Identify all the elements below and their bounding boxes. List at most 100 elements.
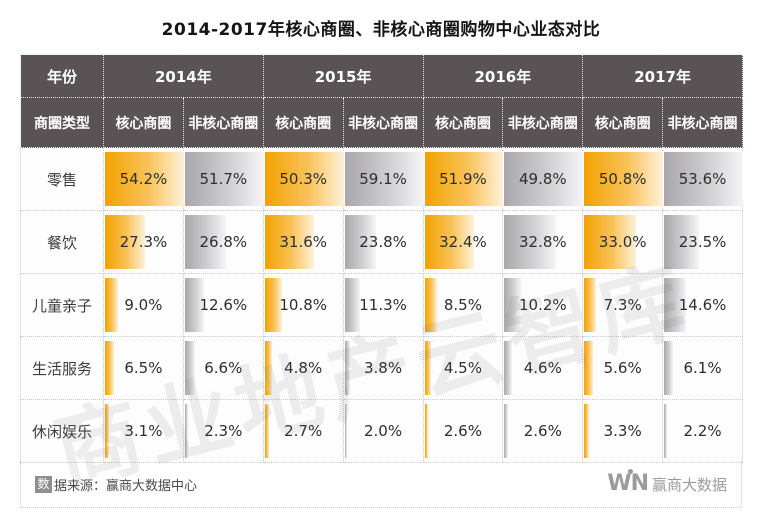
data-bar xyxy=(264,152,344,206)
data-bar xyxy=(504,215,557,269)
value-text: 27.3% xyxy=(119,232,168,251)
value-text: 26.8% xyxy=(199,232,248,251)
value-cell: 50.8% xyxy=(582,147,664,211)
data-bar xyxy=(264,404,269,458)
value-text: 4.8% xyxy=(284,358,323,377)
data-bar xyxy=(664,152,743,206)
value-cell: 51.7% xyxy=(182,147,264,211)
table-row-kids-family: 儿童亲子 9.0% 12.6% 10.8% 11.3% 8.5% 10.2% 7… xyxy=(20,273,743,337)
value-cell: 31.6% xyxy=(262,210,344,274)
year-header-2015: 2015年 xyxy=(262,54,424,98)
value-text: 32.8% xyxy=(518,232,567,251)
winshang-logo: WN 赢商大数据 xyxy=(607,469,727,496)
value-text: 2.6% xyxy=(523,421,562,440)
data-bar xyxy=(105,152,184,206)
data-bar xyxy=(184,278,205,332)
value-text: 6.5% xyxy=(124,358,163,377)
value-cell: 50.3% xyxy=(262,147,344,211)
table-row-leisure-entertainment: 休闲娱乐 3.1% 2.3% 2.7% 2.0% 2.6% 2.6% 3.3% … xyxy=(20,399,743,463)
value-text: 2.2% xyxy=(683,421,722,440)
value-cell: 49.8% xyxy=(502,147,584,211)
data-bar xyxy=(105,278,119,332)
value-cell: 26.8% xyxy=(182,210,264,274)
winshang-logo-text: 赢商大数据 xyxy=(651,475,727,494)
value-text: 2.0% xyxy=(364,421,403,440)
data-bar xyxy=(504,341,512,395)
data-source-icon: 数 xyxy=(35,475,52,493)
value-cell: 11.3% xyxy=(342,273,424,337)
data-bar xyxy=(264,215,315,269)
value-cell: 10.8% xyxy=(262,273,344,337)
value-text: 2.6% xyxy=(443,421,482,440)
data-bar xyxy=(664,404,668,458)
value-cell: 9.0% xyxy=(103,273,184,337)
subheader-noncore-2016: 非核心商圈 xyxy=(502,97,584,148)
subheader-noncore-2015: 非核心商圈 xyxy=(342,97,424,148)
value-text: 2.7% xyxy=(284,421,323,440)
value-text: 3.3% xyxy=(603,421,642,440)
value-cell: 2.2% xyxy=(662,399,743,463)
value-cell: 2.0% xyxy=(342,399,424,463)
data-bar xyxy=(424,404,429,458)
data-bar xyxy=(264,341,273,395)
data-bar xyxy=(584,152,664,206)
district-type-header-row: 商圈类型 核心商圈 非核心商圈 核心商圈 非核心商圈 核心商圈 非核心商圈 核心… xyxy=(20,97,743,148)
subheader-core-2017: 核心商圈 xyxy=(582,97,664,148)
value-text: 10.2% xyxy=(518,295,567,314)
value-cell: 4.8% xyxy=(262,336,344,400)
value-text: 53.6% xyxy=(678,169,727,188)
value-cell: 7.3% xyxy=(582,273,664,337)
value-cell: 2.6% xyxy=(502,399,584,463)
data-source: 数 据来源：赢商大数据中心 xyxy=(35,475,197,494)
value-text: 4.6% xyxy=(523,358,562,377)
subheader-core-2015: 核心商圈 xyxy=(262,97,344,148)
value-cell: 4.6% xyxy=(502,336,584,400)
value-text: 10.8% xyxy=(279,295,328,314)
value-cell: 27.3% xyxy=(103,210,184,274)
value-text: 51.7% xyxy=(199,169,248,188)
row-label: 儿童亲子 xyxy=(20,273,104,337)
value-text: 2.3% xyxy=(204,421,243,440)
value-cell: 4.5% xyxy=(422,336,504,400)
subheader-core-2014: 核心商圈 xyxy=(103,97,184,148)
data-bar xyxy=(344,278,360,332)
year-header-2016: 2016年 xyxy=(422,54,584,98)
subheader-core-2016: 核心商圈 xyxy=(422,97,504,148)
value-text: 59.1% xyxy=(359,169,407,188)
table-row-retail: 零售 54.2% 51.7% 50.3% 59.1% 51.9% 49.8% 5… xyxy=(20,147,743,211)
subheader-noncore-2017: 非核心商圈 xyxy=(662,97,743,148)
value-cell: 3.3% xyxy=(582,399,664,463)
value-text: 7.3% xyxy=(603,295,642,314)
value-cell: 12.6% xyxy=(182,273,264,337)
row-label: 生活服务 xyxy=(20,336,104,400)
value-cell: 3.8% xyxy=(342,336,424,400)
year-header-2014: 2014年 xyxy=(103,54,264,98)
data-bar xyxy=(105,341,115,395)
data-bar xyxy=(664,215,699,269)
data-bar xyxy=(664,278,686,332)
data-bar xyxy=(424,215,474,269)
value-text: 23.5% xyxy=(678,232,727,251)
year-header-2017: 2017年 xyxy=(582,54,743,98)
data-bar xyxy=(664,341,674,395)
year-header-row: 年份 2014年 2015年 2016年 2017年 xyxy=(20,54,743,98)
value-text: 14.6% xyxy=(678,295,727,314)
value-cell: 2.6% xyxy=(422,399,504,463)
data-bar xyxy=(424,278,438,332)
value-cell: 32.8% xyxy=(502,210,584,274)
value-text: 3.1% xyxy=(124,421,163,440)
value-cell: 53.6% xyxy=(662,147,743,211)
district-type-header-cell: 商圈类型 xyxy=(20,97,104,148)
value-cell: 10.2% xyxy=(502,273,584,337)
winshang-logo-wn: WN xyxy=(607,469,649,496)
value-text: 33.0% xyxy=(598,232,647,251)
data-bar xyxy=(344,152,424,206)
data-bar xyxy=(105,215,145,269)
value-text: 32.4% xyxy=(439,232,487,251)
value-text: 50.3% xyxy=(279,169,328,188)
data-bar xyxy=(504,278,521,332)
value-cell: 3.1% xyxy=(103,399,184,463)
data-bar xyxy=(424,341,432,395)
value-text: 11.3% xyxy=(359,295,407,314)
